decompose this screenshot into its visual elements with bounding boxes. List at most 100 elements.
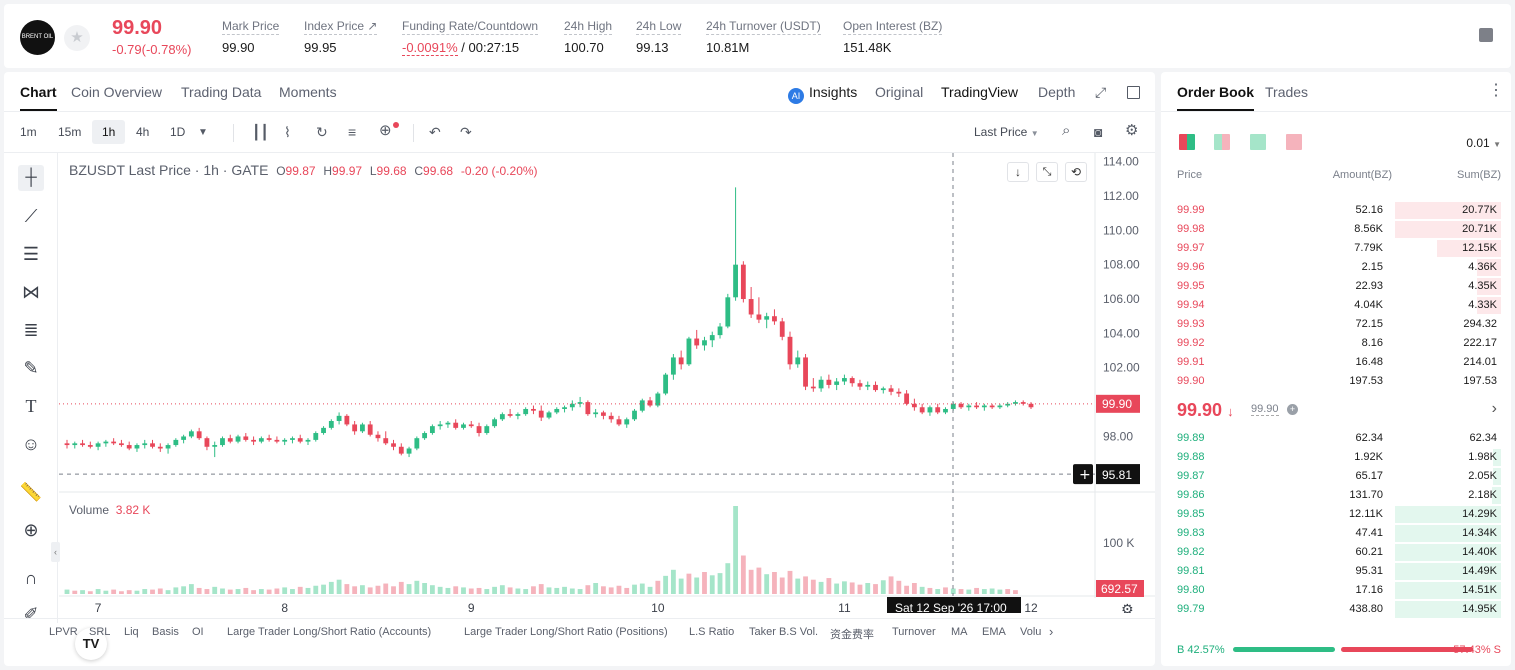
mid-price[interactable]: 99.90 ↓ — [1177, 400, 1234, 421]
stat-open-interest[interactable]: Open Interest (BZ) 151.48K — [843, 17, 943, 55]
bid-row[interactable]: 99.89 62.34 62.34 — [1161, 429, 1511, 448]
fib-icon[interactable]: ≣ — [23, 320, 39, 340]
favorite-star-icon[interactable]: ★ — [64, 25, 90, 51]
horizontal-lines-icon[interactable]: ☰ — [22, 244, 40, 264]
indicator-ma[interactable]: MA — [951, 626, 968, 638]
timeframe-1m[interactable]: 1m — [20, 125, 37, 139]
search-icon[interactable]: ⌕ — [1062, 122, 1071, 139]
zoom-in-icon[interactable]: ⊕ — [23, 520, 39, 540]
tab-coin-overview[interactable]: Coin Overview — [71, 84, 163, 100]
indicator-srl[interactable]: SRL — [89, 626, 111, 638]
tab-moments[interactable]: Moments — [279, 84, 337, 100]
bid-row[interactable]: 99.86 131.70 2.18K — [1161, 486, 1511, 505]
chevron-down-icon[interactable]: ▼ — [198, 127, 208, 138]
ask-row[interactable]: 99.93 72.15 294.32 — [1161, 315, 1511, 334]
plus-icon[interactable]: + — [1287, 404, 1298, 415]
insights-button[interactable]: AI Insights — [788, 84, 857, 104]
text-tool-icon[interactable]: T — [25, 396, 37, 416]
pattern-icon[interactable]: ⋈ — [22, 282, 40, 302]
ask-row[interactable]: 99.98 8.56K 20.71K — [1161, 220, 1511, 239]
price-type-select[interactable]: Last Price ▼ — [974, 125, 1039, 139]
crosshair-icon[interactable]: ┼ — [18, 165, 44, 191]
tab-original[interactable]: Original — [875, 84, 924, 100]
tab-tradingview[interactable]: TradingView — [941, 84, 1019, 100]
chart-canvas[interactable]: 114.00 112.00 110.00 108.00 106.00 104.00 102.… — [59, 153, 1155, 660]
scroll-down-icon[interactable]: ↓ — [1007, 162, 1029, 182]
indicator-funding-rate[interactable]: 资金费率 — [830, 629, 874, 641]
tab-trading-data[interactable]: Trading Data — [181, 84, 262, 100]
timeframe-1d[interactable]: 1D — [170, 125, 186, 139]
stat-mark-price[interactable]: Mark Price 99.90 — [222, 17, 280, 55]
bid-row[interactable]: 99.81 95.31 14.49K — [1161, 562, 1511, 581]
indicator-turnover[interactable]: Turnover — [892, 626, 936, 638]
timeframe-15m[interactable]: 15m — [58, 125, 82, 139]
indicator-ema[interactable]: EMA — [982, 626, 1006, 638]
emoji-icon[interactable]: ☺ — [21, 434, 41, 454]
timeframe-4h[interactable]: 4h — [136, 125, 150, 139]
candlestick-chart[interactable]: 114.00 112.00 110.00 108.00 106.00 104.00 102.… — [59, 153, 1155, 619]
ask-row[interactable]: 99.92 8.16 222.17 — [1161, 334, 1511, 353]
tab-order-book[interactable]: Order Book — [1177, 84, 1255, 111]
indicator-oi[interactable]: OI — [192, 626, 204, 638]
indicator-liq[interactable]: Liq — [124, 626, 139, 638]
indicator-taker-vol[interactable]: Taker B.S Vol. — [749, 626, 819, 638]
ask-row[interactable]: 99.96 2.15 4.36K — [1161, 258, 1511, 277]
candlestick-icon[interactable]: ┃┃ — [252, 124, 269, 140]
bid-row[interactable]: 99.79 438.80 14.95K — [1161, 600, 1511, 619]
fullscreen-icon[interactable]: ⤢ — [1095, 84, 1107, 100]
bid-row[interactable]: 99.87 65.17 2.05K — [1161, 467, 1511, 486]
mark-price-small[interactable]: 99.90 — [1251, 403, 1279, 416]
ask-row[interactable]: 99.90 197.53 197.53 — [1161, 372, 1511, 391]
gear-icon[interactable]: ⚙ — [1125, 122, 1139, 139]
stat-funding-rate[interactable]: Funding Rate/Countdown -0.0091% / 00:27:… — [402, 17, 539, 56]
book-icon[interactable] — [1479, 28, 1493, 42]
layout-asks-icon[interactable] — [1286, 134, 1302, 150]
indicator-ls-accounts[interactable]: Large Trader Long/Short Ratio (Accounts) — [227, 626, 432, 638]
ruler-icon[interactable]: 📏 — [19, 482, 43, 502]
bid-row[interactable]: 99.80 17.16 14.51K — [1161, 581, 1511, 600]
ask-row[interactable]: 99.95 22.93 4.35K — [1161, 277, 1511, 296]
tab-trades[interactable]: Trades — [1265, 84, 1309, 100]
redo-icon[interactable]: ↷ — [460, 124, 472, 140]
ask-row[interactable]: 99.97 7.79K 12.15K — [1161, 239, 1511, 258]
chevron-right-icon[interactable]: › — [1491, 400, 1497, 417]
layout-bids-icon[interactable] — [1250, 134, 1266, 150]
indicator-icon[interactable]: ⌇ — [284, 124, 291, 140]
layout-both-icon[interactable] — [1179, 134, 1195, 150]
indicator-volume[interactable]: Volu — [1020, 626, 1042, 638]
indicator-lpvr[interactable]: LPVR — [49, 626, 78, 638]
reset-view-icon[interactable]: ⟲ — [1065, 162, 1087, 182]
add-icon[interactable]: ⊕ — [379, 122, 399, 138]
undo-icon[interactable]: ↶ — [429, 124, 441, 140]
timeframe-1h[interactable]: 1h — [92, 120, 126, 144]
bid-row[interactable]: 99.85 12.11K 14.29K — [1161, 505, 1511, 524]
ask-row[interactable]: 99.99 52.16 20.77K — [1161, 201, 1511, 220]
trendline-icon[interactable]: ⟋ — [24, 206, 38, 226]
layout-split-icon[interactable] — [1214, 134, 1230, 150]
bid-row[interactable]: 99.88 1.92K 1.98K — [1161, 448, 1511, 467]
tradingview-logo[interactable]: TV — [75, 628, 107, 660]
more-vertical-icon[interactable]: ⋮ — [1488, 82, 1504, 99]
tab-depth[interactable]: Depth — [1038, 84, 1076, 100]
bid-row[interactable]: 99.83 47.41 14.34K — [1161, 524, 1511, 543]
indicator-basis[interactable]: Basis — [152, 626, 179, 638]
pencil-icon[interactable]: ✐ — [23, 604, 39, 624]
indicator-ls-positions[interactable]: Large Trader Long/Short Ratio (Positions… — [464, 626, 668, 638]
camera-icon[interactable]: ◙ — [1094, 124, 1103, 140]
chevron-right-icon[interactable]: › — [1049, 624, 1054, 639]
funding-rate-value[interactable]: -0.0091% — [402, 40, 458, 56]
ask-row[interactable]: 99.94 4.04K 4.33K — [1161, 296, 1511, 315]
bid-row[interactable]: 99.82 60.21 14.40K — [1161, 543, 1511, 562]
stat-index-price[interactable]: Index Price ↗ 99.95 — [304, 17, 378, 55]
list-icon[interactable]: ≡ — [348, 124, 357, 140]
collapse-toolbar-button[interactable]: ‹ — [51, 542, 60, 562]
indicator-ls-ratio[interactable]: L.S Ratio — [689, 626, 735, 638]
refresh-icon[interactable]: ↻ — [316, 124, 328, 140]
window-icon[interactable] — [1127, 86, 1140, 99]
collapse-icon[interactable]: ⤡ — [1036, 162, 1058, 182]
brush-icon[interactable]: ✎ — [23, 358, 39, 378]
magnet-icon[interactable]: ∩ — [24, 568, 38, 588]
tab-chart[interactable]: Chart — [20, 84, 57, 111]
ask-row[interactable]: 99.91 16.48 214.01 — [1161, 353, 1511, 372]
precision-select[interactable]: 0.01 ▼ — [1466, 136, 1501, 150]
